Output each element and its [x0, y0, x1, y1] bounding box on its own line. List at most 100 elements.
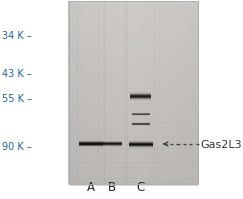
Text: 55 K –: 55 K –	[2, 95, 32, 104]
Bar	[102, 144, 122, 145]
Bar	[143, 1, 145, 184]
Bar	[130, 94, 151, 95]
Bar	[132, 124, 150, 125]
Bar	[79, 142, 103, 143]
Bar	[114, 1, 116, 184]
Bar	[102, 140, 122, 141]
Bar	[132, 122, 150, 123]
Bar	[79, 143, 103, 144]
Bar	[69, 36, 198, 40]
Bar	[102, 142, 122, 143]
Bar	[132, 115, 150, 116]
Bar	[173, 1, 174, 184]
Bar	[151, 1, 153, 184]
Bar	[95, 1, 96, 184]
Bar	[132, 115, 150, 116]
Bar	[132, 113, 150, 114]
Bar	[129, 142, 153, 143]
Bar	[125, 1, 126, 184]
Bar	[104, 1, 106, 184]
Bar	[129, 143, 153, 144]
Bar	[156, 1, 158, 184]
Bar	[69, 145, 198, 149]
Bar	[69, 47, 198, 51]
Bar	[130, 92, 151, 93]
Bar	[102, 142, 122, 143]
Bar	[102, 145, 122, 146]
Bar	[89, 1, 91, 184]
Bar	[186, 1, 187, 184]
Bar	[148, 1, 150, 184]
Bar	[69, 73, 198, 78]
Bar	[69, 115, 198, 119]
Bar	[171, 1, 173, 184]
Bar	[102, 145, 122, 146]
Bar	[69, 179, 198, 182]
Bar	[98, 1, 99, 184]
Bar	[132, 124, 150, 125]
Bar	[129, 147, 153, 148]
Bar	[69, 107, 198, 111]
Bar	[129, 143, 153, 144]
Bar	[79, 145, 103, 146]
Bar	[129, 1, 130, 184]
Bar	[195, 1, 197, 184]
Bar	[127, 1, 128, 184]
Bar	[161, 1, 163, 184]
Bar	[132, 115, 150, 116]
Text: C: C	[137, 181, 145, 194]
Text: Gas2L3: Gas2L3	[200, 140, 242, 150]
Bar	[78, 1, 80, 184]
Bar	[130, 93, 151, 94]
Bar	[103, 1, 104, 184]
Bar	[77, 1, 78, 184]
Bar	[132, 125, 150, 126]
Bar	[79, 145, 103, 146]
Bar	[160, 1, 161, 184]
Bar	[130, 96, 151, 97]
Bar	[69, 14, 198, 18]
Bar	[69, 164, 198, 168]
Bar	[133, 1, 135, 184]
Text: A: A	[87, 181, 95, 194]
Bar	[69, 17, 198, 21]
Bar	[69, 126, 198, 130]
Bar	[69, 70, 198, 74]
Bar	[83, 1, 85, 184]
Bar	[129, 142, 153, 143]
Bar	[75, 1, 77, 184]
Bar	[79, 141, 103, 142]
Bar	[102, 141, 122, 142]
Bar	[129, 148, 153, 149]
Bar	[69, 96, 198, 100]
Bar	[125, 1, 127, 184]
Bar	[130, 97, 151, 98]
Bar	[102, 144, 122, 145]
Bar	[102, 140, 122, 141]
Bar	[69, 25, 198, 29]
Bar	[158, 1, 160, 184]
Bar	[132, 114, 150, 115]
Bar	[69, 152, 198, 156]
Bar	[130, 1, 132, 184]
Bar	[69, 59, 198, 62]
Bar	[79, 141, 103, 142]
Bar	[145, 1, 147, 184]
Bar	[130, 100, 151, 101]
Bar	[69, 6, 198, 10]
Bar	[85, 1, 87, 184]
Bar	[163, 1, 165, 184]
Bar	[184, 1, 186, 184]
Bar	[140, 1, 142, 184]
Bar	[77, 1, 78, 184]
Bar	[107, 1, 109, 184]
Bar	[130, 96, 151, 97]
Text: 90 K –: 90 K –	[2, 142, 32, 152]
Bar	[132, 123, 150, 124]
Bar	[102, 146, 122, 147]
Bar	[69, 130, 198, 134]
Bar	[130, 91, 151, 92]
Bar	[72, 1, 73, 184]
Bar	[99, 1, 101, 184]
Bar	[182, 1, 184, 184]
